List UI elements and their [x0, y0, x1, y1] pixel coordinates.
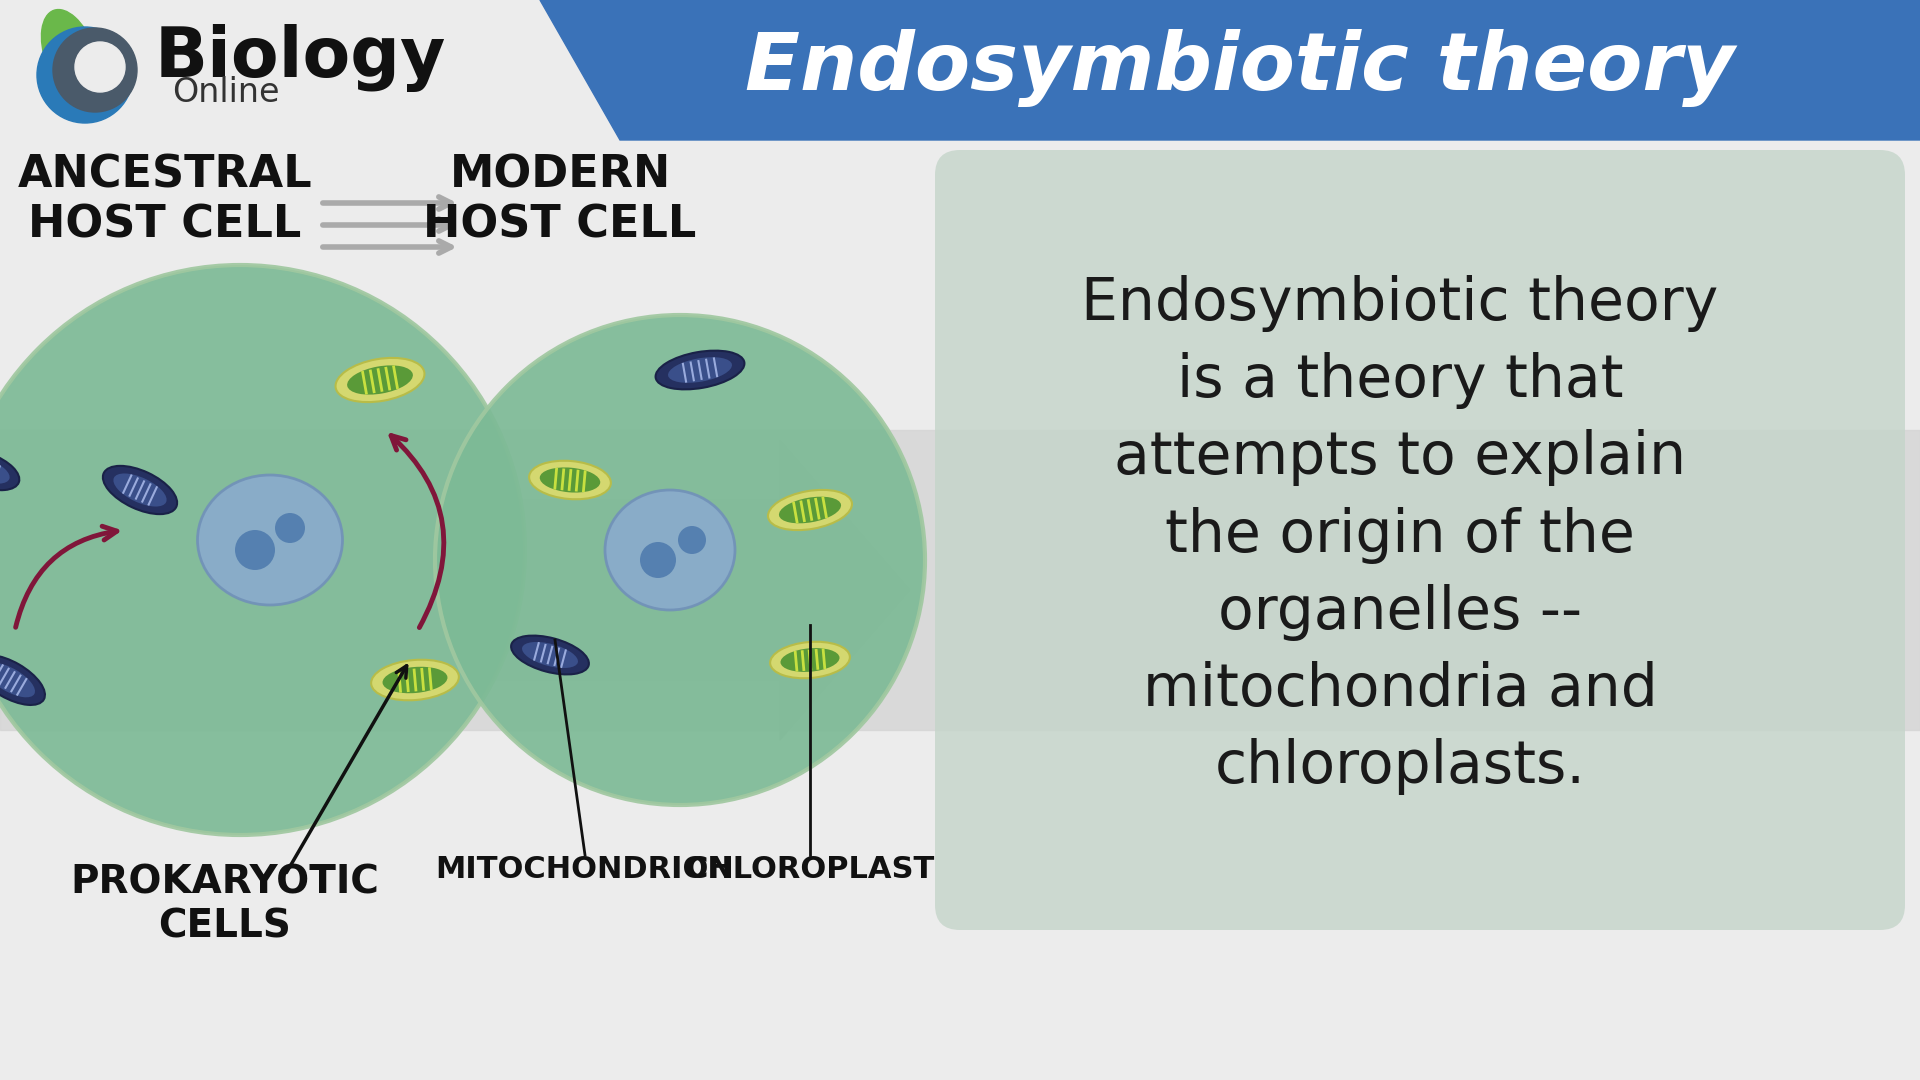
Text: MITOCHONDRION: MITOCHONDRION	[436, 855, 733, 885]
Circle shape	[54, 28, 136, 112]
Circle shape	[436, 315, 925, 805]
Ellipse shape	[382, 666, 447, 693]
Ellipse shape	[0, 450, 19, 490]
Ellipse shape	[522, 642, 578, 669]
Text: Biology: Biology	[156, 24, 445, 92]
Ellipse shape	[530, 461, 611, 499]
Text: Online: Online	[173, 76, 280, 108]
Circle shape	[36, 27, 132, 123]
Ellipse shape	[781, 648, 839, 672]
Ellipse shape	[605, 490, 735, 610]
Ellipse shape	[511, 636, 589, 674]
Ellipse shape	[0, 457, 10, 484]
Circle shape	[678, 526, 707, 554]
Polygon shape	[0, 430, 1920, 730]
Ellipse shape	[0, 663, 35, 698]
Polygon shape	[480, 440, 910, 740]
Ellipse shape	[336, 357, 424, 402]
Ellipse shape	[42, 10, 98, 100]
Circle shape	[75, 42, 125, 92]
Text: Endosymbiotic theory: Endosymbiotic theory	[745, 29, 1736, 107]
Text: Endosymbiotic theory
is a theory that
attempts to explain
the origin of the
orga: Endosymbiotic theory is a theory that at…	[1081, 274, 1718, 795]
Ellipse shape	[768, 490, 852, 530]
Ellipse shape	[0, 656, 44, 705]
Text: ANCESTRAL
HOST CELL: ANCESTRAL HOST CELL	[17, 153, 313, 246]
Circle shape	[234, 530, 275, 570]
Circle shape	[639, 542, 676, 578]
Ellipse shape	[113, 473, 167, 507]
Ellipse shape	[104, 465, 177, 514]
Polygon shape	[540, 0, 1920, 140]
Ellipse shape	[668, 357, 732, 382]
Ellipse shape	[198, 475, 342, 605]
Ellipse shape	[348, 365, 413, 394]
Text: PROKARYOTIC
CELLS: PROKARYOTIC CELLS	[71, 864, 380, 946]
FancyBboxPatch shape	[935, 150, 1905, 930]
Circle shape	[275, 513, 305, 543]
Ellipse shape	[780, 497, 841, 524]
Ellipse shape	[655, 351, 745, 390]
Text: MODERN
HOST CELL: MODERN HOST CELL	[424, 153, 697, 246]
Text: CHLOROPLAST: CHLOROPLAST	[685, 855, 935, 885]
Ellipse shape	[371, 660, 459, 700]
Ellipse shape	[770, 642, 851, 678]
Circle shape	[0, 265, 524, 835]
Ellipse shape	[540, 468, 601, 492]
